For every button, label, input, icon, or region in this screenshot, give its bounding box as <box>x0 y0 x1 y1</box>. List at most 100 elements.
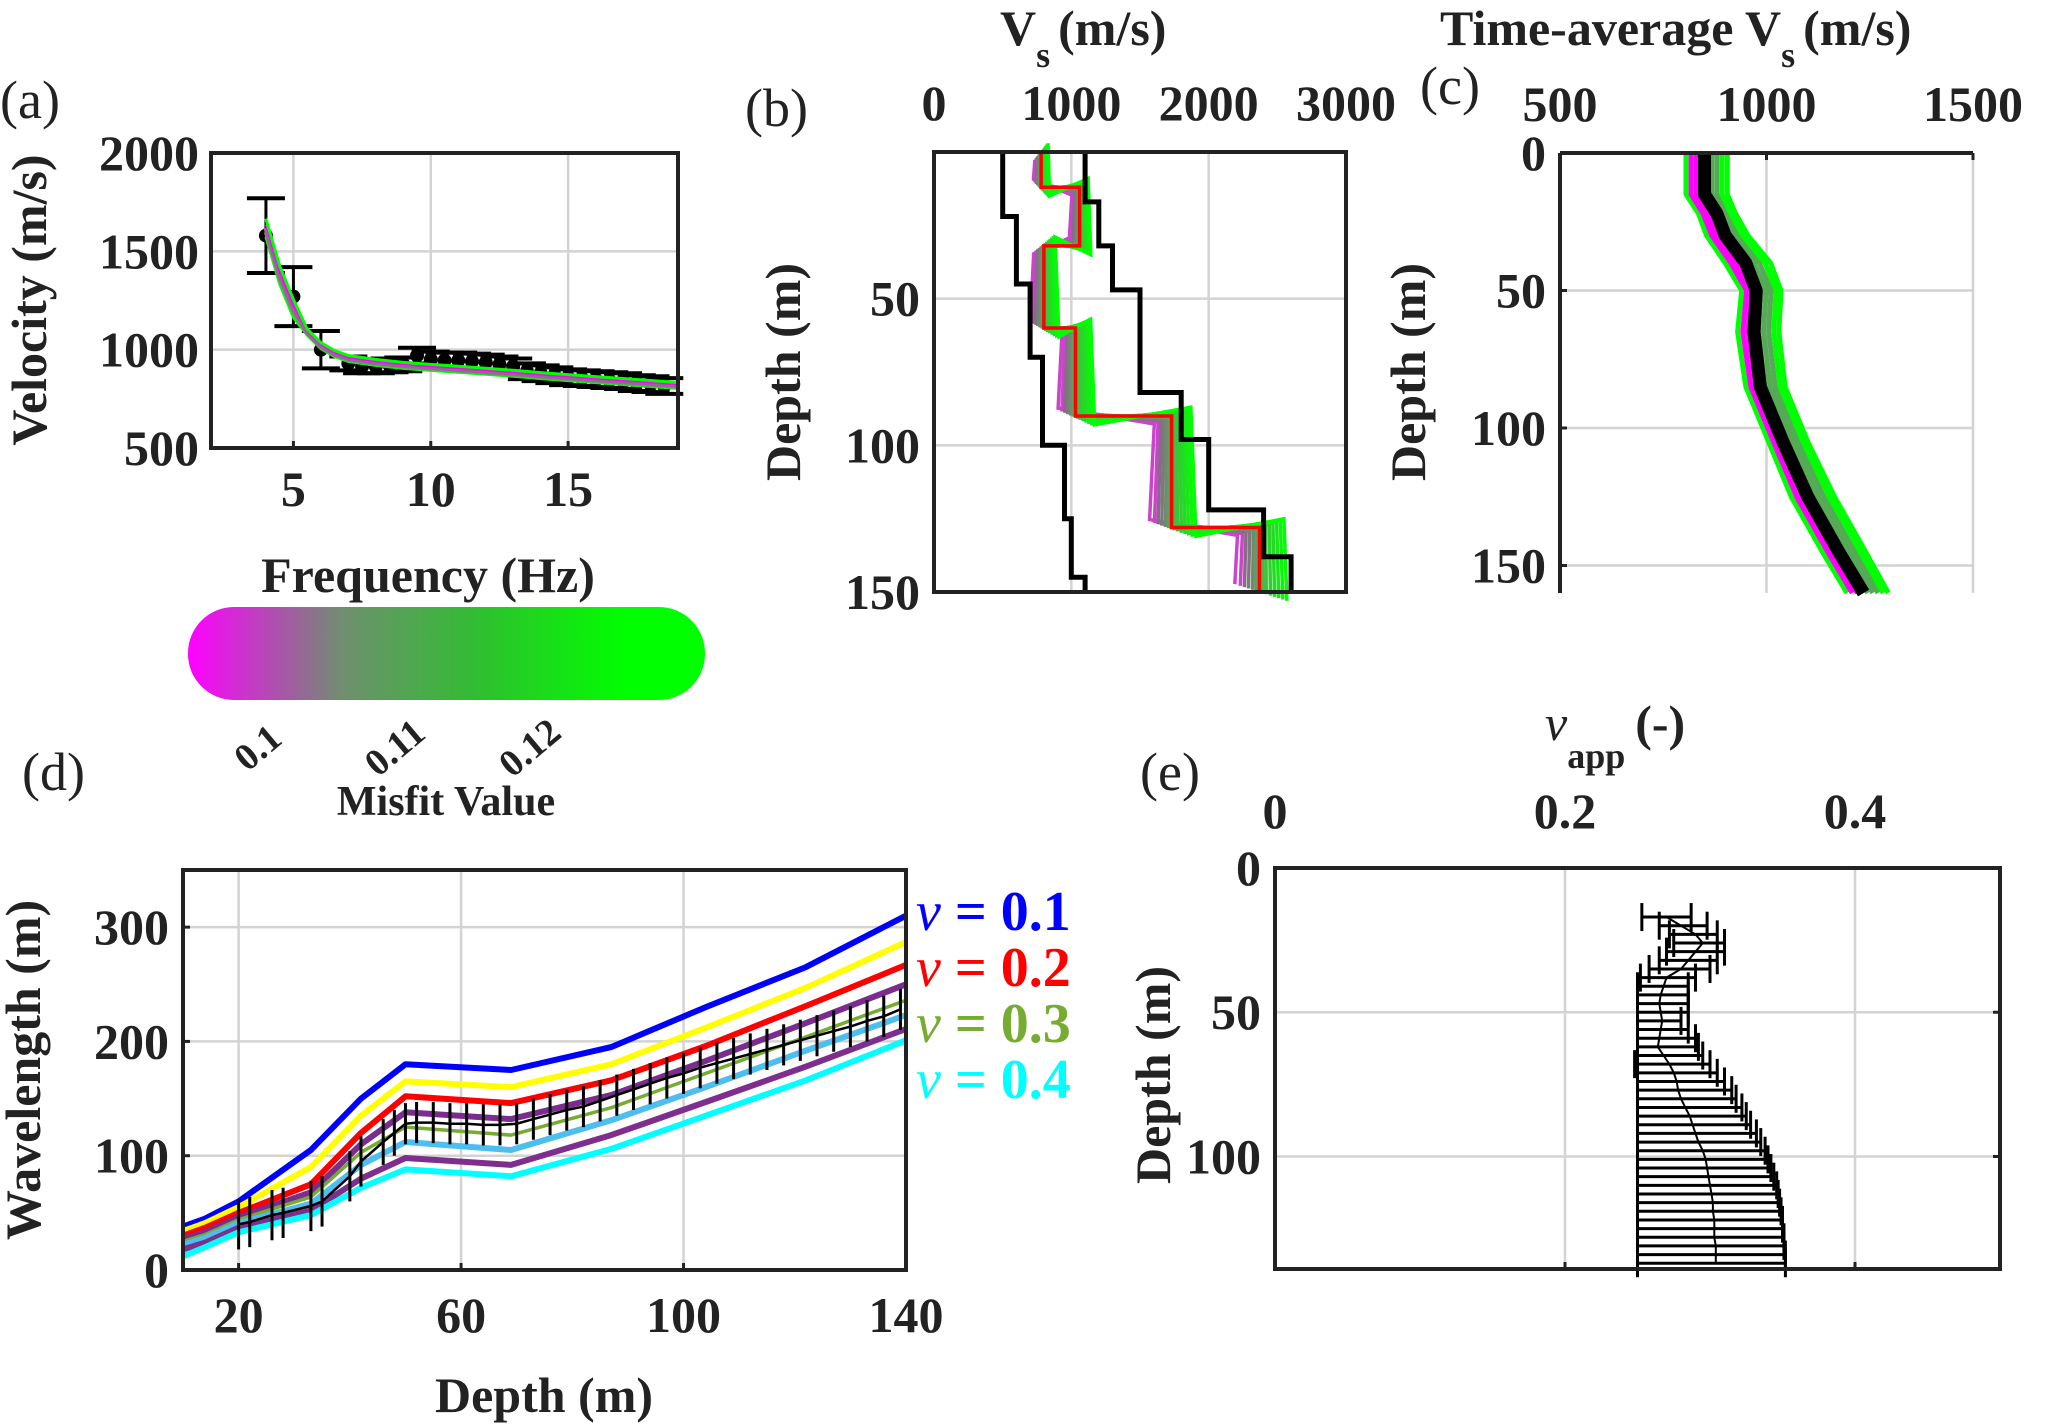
series-line <box>181 1037 908 1260</box>
panel-b-xlabel-sub: s <box>1036 35 1050 75</box>
panel-b-frame <box>932 150 1348 594</box>
best-profile <box>1039 152 1262 592</box>
legend-eq: = <box>941 1049 1001 1111</box>
panel-c-xlabel: Time-average Vs (m/s) <box>1440 0 1911 75</box>
time-average-candidate <box>1719 153 1886 595</box>
series-line <box>182 998 907 1244</box>
series-line <box>182 981 908 1242</box>
time-average-candidate <box>1688 153 1855 595</box>
panel-d-measured <box>237 988 902 1250</box>
colorbar-gradient <box>188 607 705 700</box>
tick-label-x: 15 <box>543 461 593 517</box>
tick-label-y: 0 <box>1236 840 1261 896</box>
panel-d-series <box>181 913 908 1260</box>
colorbar: 0.1 0.11 0.12 Misfit Value <box>188 607 705 825</box>
panel-e-ylabel: Depth (m) <box>1125 966 1181 1184</box>
legend-symbol: ν <box>916 937 941 999</box>
legend-value: 0.4 <box>1001 1049 1071 1111</box>
legend-eq: = <box>941 937 1001 999</box>
tick-label-y: 0 <box>144 1242 169 1298</box>
tick-label-y: 100 <box>1186 1128 1261 1184</box>
tick-label-x: 0.2 <box>1534 783 1597 839</box>
tick-label-y: 50 <box>870 271 920 327</box>
panel-b-label: (b) <box>745 78 808 138</box>
tick-label-x: 5 <box>281 461 306 517</box>
panel-d-frame <box>181 868 908 1272</box>
legend-eq: = <box>941 881 1001 943</box>
tick-label-y: 2000 <box>99 125 199 181</box>
panel-d-ticks: 20 60 100 140 0 100 200 300 <box>94 899 944 1343</box>
panel-e-frame <box>1273 866 2002 1271</box>
panel-b: (b) Vs (m/s) 0 1000 2000 3000 50 100 150 Depth … <box>745 0 1396 620</box>
legend-value: 0.3 <box>1001 993 1071 1055</box>
legend-value: 0.2 <box>1001 937 1071 999</box>
panel-e-xlabel-unit: (-) <box>1635 695 1685 751</box>
fit-curve <box>264 218 679 384</box>
tick-label-x: 3000 <box>1296 75 1396 131</box>
panel-b-profiles <box>1000 143 1294 601</box>
panel-e: (e) νapp(-) 0 0.2 0.4 0 50 100 Depth (m) <box>1125 695 2002 1278</box>
legend-symbol: ν <box>916 1049 941 1111</box>
tick-label-x: 0 <box>1263 783 1288 839</box>
panel-e-errorbars <box>1633 903 1787 1278</box>
panel-c-profiles <box>1683 153 1891 597</box>
panel-b-xlabel-main: V <box>1000 0 1036 56</box>
panel-a-frame <box>209 151 680 450</box>
panel-a-ticks: 5 10 15 500 1000 1500 2000 <box>99 125 593 517</box>
tick-label-x: 1000 <box>1717 76 1817 132</box>
time-average-candidate <box>1724 153 1891 595</box>
tick-label-y: 100 <box>1471 400 1546 456</box>
legend-value: 0.1 <box>1001 881 1071 943</box>
time-average-candidate <box>1683 153 1850 595</box>
tick-label-x: 100 <box>646 1287 721 1343</box>
series-line <box>181 939 908 1234</box>
legend-item: ν = 0.4 <box>916 1049 1071 1111</box>
panel-b-ticks: 0 1000 2000 3000 50 100 150 <box>845 75 1396 620</box>
tick-label-y: 150 <box>845 564 920 620</box>
panel-a-fit-band <box>263 218 679 390</box>
series-line <box>181 962 908 1239</box>
panel-b-xlabel-unit: (m/s) <box>1058 0 1166 56</box>
tick-label-y: 150 <box>1471 538 1546 594</box>
series-line <box>181 913 908 1230</box>
tick-label-x: 1500 <box>1923 76 2023 132</box>
panel-a-xlabel: Frequency (Hz) <box>261 547 595 603</box>
tick-label-x: 140 <box>869 1287 944 1343</box>
panel-c-ticks: 500 1000 1500 0 50 100 150 <box>1471 76 2023 594</box>
panel-e-xlabel: νapp(-) <box>1545 695 1685 776</box>
legend-item: ν = 0.3 <box>916 993 1071 1055</box>
colorbar-ticks: 0.1 0.11 0.12 <box>226 711 569 786</box>
tick-label-y: 100 <box>845 417 920 473</box>
upper-bound-profile <box>1082 152 1294 592</box>
panel-d-xlabel: Depth (m) <box>435 1367 653 1423</box>
panel-e-label: (e) <box>1140 742 1200 802</box>
time-average-candidate <box>1714 153 1881 595</box>
tick-label-y: 300 <box>94 899 169 955</box>
tick-label-x: 2000 <box>1159 75 1259 131</box>
lower-bound-profile <box>1000 152 1088 592</box>
panel-e-ticks: 0 0.2 0.4 0 50 100 <box>1186 783 2000 1269</box>
panel-a-observed-data <box>246 196 684 396</box>
tick-label-y: 500 <box>124 420 199 476</box>
panel-c-label: (c) <box>1420 56 1480 116</box>
data-point <box>464 354 479 369</box>
data-point <box>478 355 493 370</box>
colorbar-tick-label: 0.1 <box>226 717 289 780</box>
tick-label-y: 100 <box>94 1128 169 1184</box>
panel-c-xlabel-unit: (m/s) <box>1803 0 1911 56</box>
tick-label-x: 1000 <box>1021 75 1121 131</box>
data-point <box>451 353 466 368</box>
panel-e-xlabel-sub: app <box>1567 736 1625 776</box>
tick-label-x: 60 <box>436 1287 486 1343</box>
panel-c-ylabel: Depth (m) <box>1380 263 1436 481</box>
legend-symbol: ν <box>916 993 941 1055</box>
tick-label-x: 500 <box>1523 76 1598 132</box>
panel-e-xlabel-main: ν <box>1545 695 1568 751</box>
colorbar-label: Misfit Value <box>337 779 555 825</box>
colorbar-tick-label: 0.12 <box>491 711 569 786</box>
tick-label-y: 0 <box>1521 125 1546 181</box>
panel-c-xlabel-sub: s <box>1781 35 1795 75</box>
panel-d-label: (d) <box>22 742 85 802</box>
